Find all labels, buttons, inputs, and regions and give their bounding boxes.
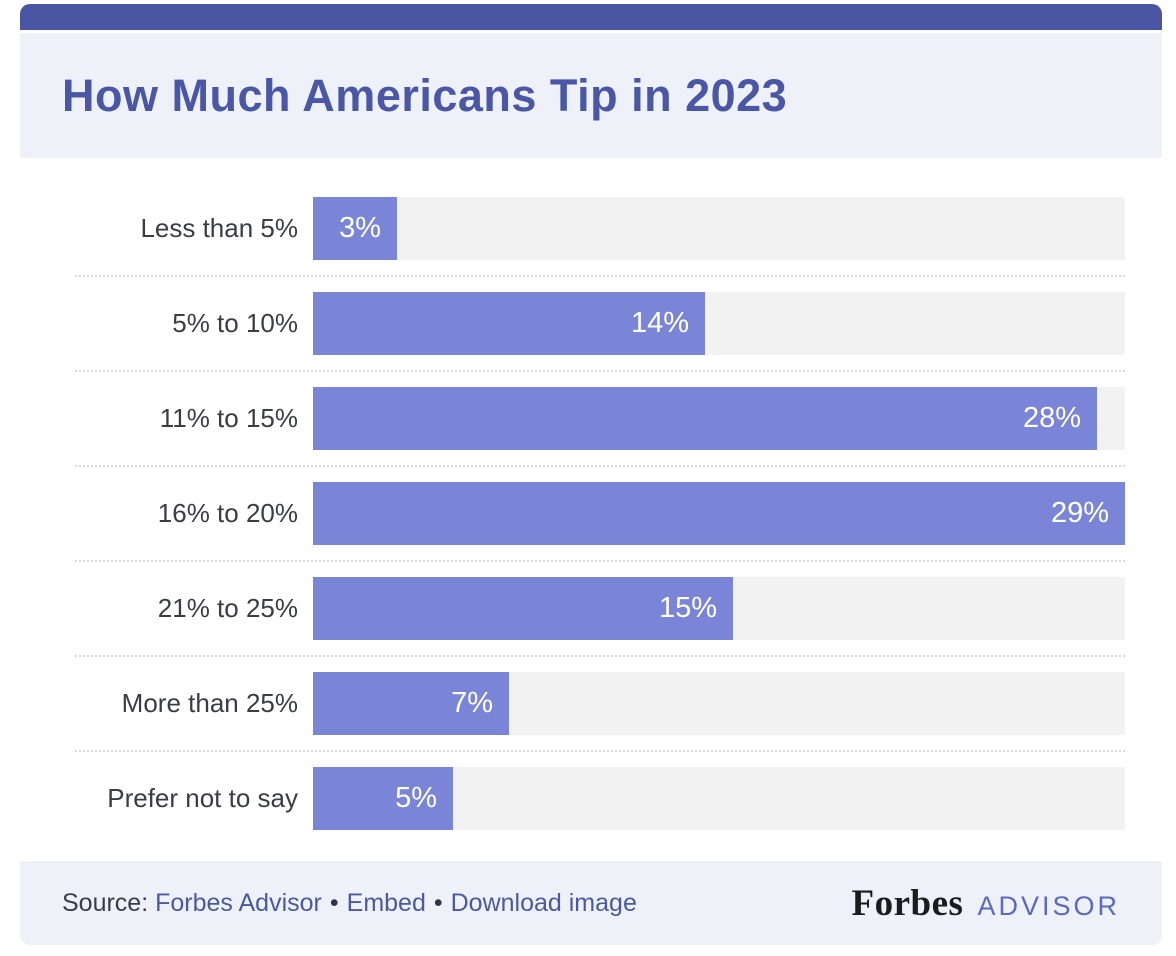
bar-fill: 14% <box>313 292 705 355</box>
bar-track: 5% <box>313 767 1125 830</box>
bar-fill: 15% <box>313 577 733 640</box>
bar-track: 29% <box>313 482 1125 545</box>
bar-row: Less than 5% 3% <box>60 197 1125 260</box>
bar-track: 28% <box>313 387 1125 450</box>
bar-row: 5% to 10% 14% <box>60 292 1125 355</box>
value-label: 7% <box>451 687 493 719</box>
download-image-link[interactable]: Download image <box>450 888 637 917</box>
category-label: 11% to 15% <box>159 403 298 433</box>
bar-row: 16% to 20% 29% <box>60 482 1125 545</box>
bar-fill: 28% <box>313 387 1097 450</box>
category-label: More than 25% <box>121 688 298 718</box>
row-divider <box>75 275 1125 277</box>
bar-track: 7% <box>313 672 1125 735</box>
forbes-wordmark: Forbes <box>851 882 964 924</box>
bar-track: 15% <box>313 577 1125 640</box>
row-divider <box>75 465 1125 467</box>
bullet-separator: • <box>329 888 339 917</box>
bar-fill: 5% <box>313 767 453 830</box>
value-label: 28% <box>1022 402 1081 434</box>
chart-footer: Source: Forbes Advisor • Embed • Download im… <box>20 861 1162 945</box>
forbes-advisor-link[interactable]: Forbes Advisor <box>155 888 322 917</box>
category-label: 5% to 10% <box>172 308 298 338</box>
row-divider <box>75 560 1125 562</box>
value-label: 5% <box>395 782 437 814</box>
row-divider <box>75 370 1125 372</box>
source-label: Source: <box>62 888 149 917</box>
bar-row: 21% to 25% 15% <box>60 577 1125 640</box>
chart-title: How Much Americans Tip in 2023 <box>62 69 788 121</box>
embed-link[interactable]: Embed <box>346 888 426 917</box>
bar-fill: 29% <box>313 482 1125 545</box>
bar-track: 3% <box>313 197 1125 260</box>
card-top-accent-strip <box>20 4 1162 30</box>
bar-row: 11% to 15% 28% <box>60 387 1125 450</box>
category-label: Less than 5% <box>140 213 298 243</box>
row-divider <box>75 655 1125 657</box>
bar-row: More than 25% 7% <box>60 672 1125 735</box>
bar-row: Prefer not to say 5% <box>60 767 1125 830</box>
value-label: 14% <box>630 307 689 339</box>
category-label: 21% to 25% <box>157 593 298 623</box>
bar-chart: Less than 5% 3% 5% to 10% 14% 11% to 15%… <box>20 158 1162 861</box>
bar-fill: 3% <box>313 197 397 260</box>
chart-header: How Much Americans Tip in 2023 <box>20 33 1162 158</box>
value-label: 3% <box>339 212 381 244</box>
row-divider <box>75 750 1125 752</box>
bullet-separator: • <box>433 888 443 917</box>
bar-fill: 7% <box>313 672 509 735</box>
source-line: Source: Forbes Advisor • Embed • Download im… <box>62 889 637 918</box>
category-label: 16% to 20% <box>157 498 298 528</box>
forbes-advisor-logo: Forbes ADVISOR <box>852 882 1120 925</box>
category-label: Prefer not to say <box>107 783 298 813</box>
advisor-wordmark: ADVISOR <box>977 890 1120 921</box>
bar-track: 14% <box>313 292 1125 355</box>
value-label: 29% <box>1050 497 1109 529</box>
value-label: 15% <box>658 592 717 624</box>
